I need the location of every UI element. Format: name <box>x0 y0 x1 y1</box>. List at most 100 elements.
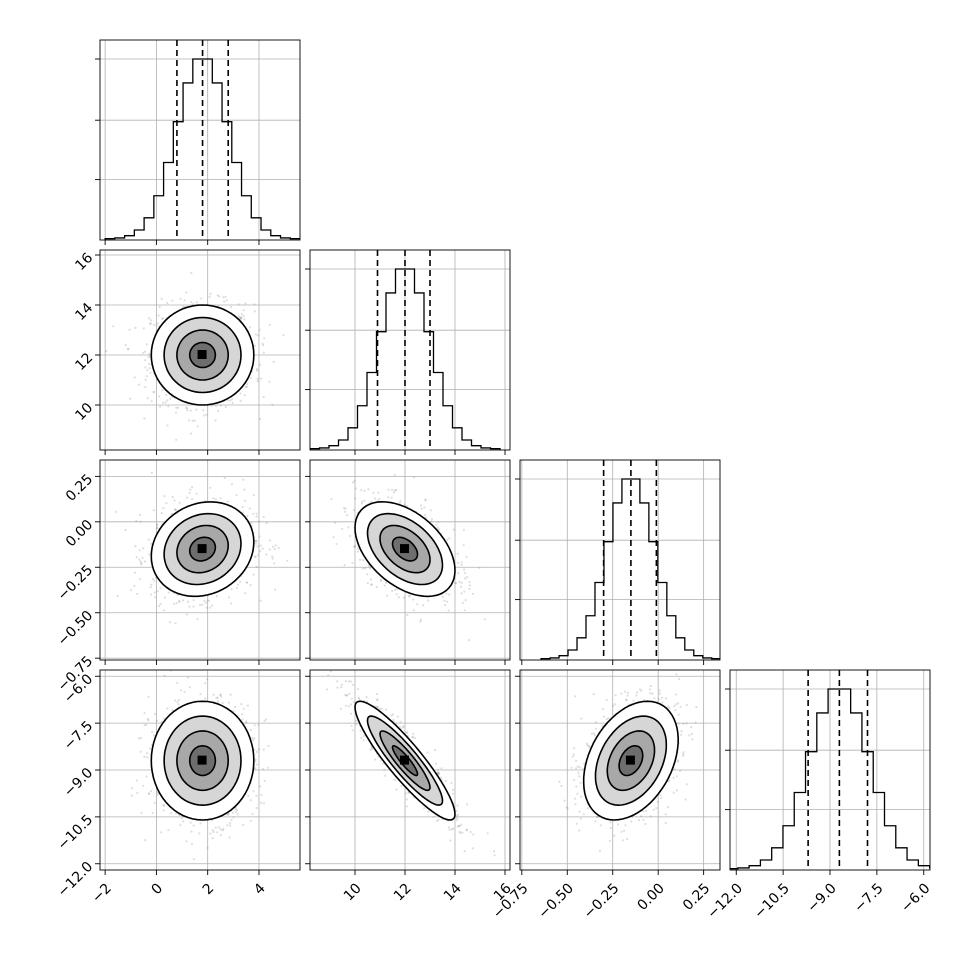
sample-point <box>237 315 240 318</box>
contour-level-0 <box>188 744 217 777</box>
sample-point <box>190 300 193 304</box>
sample-point <box>209 292 212 295</box>
sample-point <box>262 515 265 519</box>
sample-point <box>151 730 154 734</box>
sample-point <box>427 599 430 602</box>
sample-point <box>225 299 228 302</box>
sample-point <box>136 592 139 596</box>
sample-point <box>392 491 396 494</box>
sample-point <box>454 581 457 585</box>
sample-point <box>231 401 234 405</box>
sample-point <box>167 829 170 832</box>
sample-point <box>456 804 459 807</box>
sample-point <box>455 809 458 813</box>
sample-point <box>216 696 219 699</box>
sample-point <box>209 606 212 609</box>
sample-point <box>166 707 169 710</box>
sample-point <box>245 385 248 388</box>
sample-point <box>152 390 155 393</box>
sample-point <box>255 763 258 766</box>
sample-point <box>191 497 194 501</box>
sample-point <box>456 561 459 565</box>
sample-point <box>216 831 219 834</box>
sample-point <box>448 593 451 596</box>
sample-point <box>140 811 143 815</box>
sample-point <box>178 501 181 504</box>
sample-point <box>223 476 226 480</box>
sample-point <box>462 528 465 531</box>
sample-point <box>228 836 231 839</box>
sample-point <box>399 720 402 723</box>
sample-point <box>221 829 224 832</box>
sample-point <box>255 368 258 371</box>
panel-content <box>100 250 300 450</box>
sample-point <box>402 725 405 728</box>
sample-point <box>463 568 466 571</box>
sample-point <box>154 596 157 599</box>
sample-point <box>145 752 149 755</box>
sample-point <box>246 383 249 386</box>
sample-point <box>347 705 350 708</box>
sample-point <box>229 399 232 402</box>
sample-point <box>460 585 463 589</box>
sample-point <box>144 386 147 389</box>
sample-point <box>179 824 182 827</box>
sample-point <box>361 559 364 562</box>
histogram-0 <box>104 58 300 240</box>
sample-point <box>159 587 162 590</box>
sample-point <box>142 327 145 330</box>
sample-point <box>332 536 335 539</box>
sample-point <box>423 506 426 509</box>
sample-point <box>148 792 151 796</box>
x-tick-label: −2 <box>89 880 115 906</box>
sample-point <box>252 512 255 515</box>
sample-point <box>370 500 373 503</box>
sample-point <box>353 545 356 549</box>
sample-point <box>398 502 401 505</box>
sample-point <box>255 794 258 798</box>
sample-point <box>272 360 275 363</box>
sample-point <box>137 383 141 386</box>
sample-point <box>262 767 265 771</box>
sample-point <box>354 497 357 500</box>
density-peak <box>400 544 409 554</box>
panel-content <box>310 460 510 660</box>
sample-point <box>188 491 191 494</box>
sample-point <box>277 547 280 550</box>
sample-point <box>393 473 396 477</box>
sample-point <box>191 486 194 489</box>
sample-point <box>156 527 159 530</box>
sample-point <box>483 618 486 621</box>
sample-point <box>175 438 178 441</box>
sample-point <box>229 821 232 825</box>
sample-point <box>219 404 222 407</box>
sample-point <box>221 702 224 705</box>
sample-point <box>461 601 464 605</box>
sample-point <box>150 471 153 474</box>
sample-point <box>239 318 243 321</box>
sample-point <box>268 380 271 383</box>
sample-point <box>144 359 147 362</box>
sample-point <box>263 779 266 783</box>
sample-point <box>226 500 229 503</box>
sample-point <box>230 483 233 486</box>
sample-point <box>249 584 252 587</box>
sample-point <box>448 537 451 540</box>
sample-point <box>133 584 136 588</box>
sample-point <box>159 603 162 606</box>
sample-point <box>135 556 138 559</box>
sample-point <box>372 491 375 494</box>
sample-point <box>230 588 233 591</box>
sample-point <box>458 830 461 834</box>
sample-point <box>162 507 165 510</box>
sample-point <box>161 388 164 392</box>
sample-point <box>236 808 239 812</box>
sample-point <box>265 718 268 721</box>
sample-point <box>162 803 165 807</box>
sample-point <box>242 309 245 312</box>
panel-content <box>100 670 300 870</box>
sample-point <box>412 609 415 612</box>
sample-point <box>360 500 364 503</box>
sample-point <box>254 758 257 761</box>
contour-level-0 <box>188 341 217 369</box>
